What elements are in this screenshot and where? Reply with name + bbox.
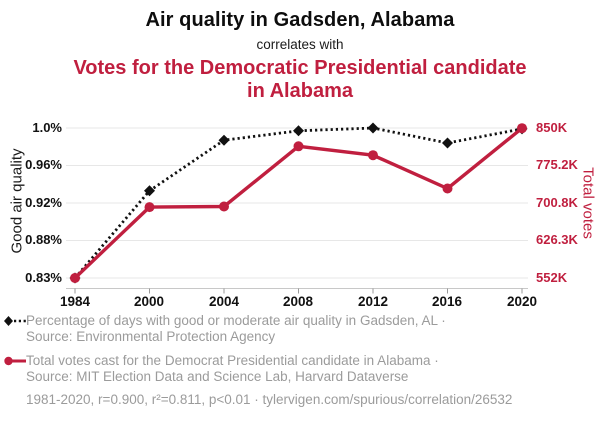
left-ytick-label: 0.96%: [25, 157, 62, 172]
legend-item-votes: Total votes cast for the Democrat Presid…: [2, 353, 582, 384]
legend-item-air-quality: Percentage of days with good or moderate…: [2, 313, 582, 344]
x-tick-label: 2008: [282, 294, 314, 309]
data-point-circle: [517, 123, 527, 134]
black-diamond-dotted-line-icon: [4, 316, 26, 326]
x-tick-label: 2004: [208, 294, 240, 309]
left-ytick-label: 0.83%: [25, 270, 62, 285]
legend: Percentage of days with good or moderate…: [2, 313, 582, 393]
legend-line-1: Percentage of days with good or moderate…: [26, 313, 446, 328]
correlated-variable-title: Votes for the Democratic Presidential ca…: [73, 57, 527, 102]
data-point-circle: [293, 141, 304, 152]
right-ytick-label: 775.2K: [536, 157, 578, 172]
data-point-circle: [144, 202, 155, 213]
page-title: Air quality in Gadsden, Alabama: [145, 9, 455, 31]
x-tick-label: 2016: [431, 294, 463, 309]
x-tick-label: 2012: [357, 294, 389, 309]
data-point-diamond: [144, 185, 155, 197]
x-tick-label: 2000: [133, 294, 165, 309]
right-ytick-label: 552K: [536, 270, 568, 285]
data-point-diamond: [442, 137, 453, 149]
right-axis-title: Total votes: [579, 167, 597, 239]
right-ytick-label: 850K: [536, 120, 568, 135]
left-ytick-label: 0.88%: [25, 232, 62, 247]
stats-and-source-url: 1981-2020, r=0.900, r²=0.811, p<0.01 · t…: [26, 392, 513, 407]
legend-text: Percentage of days with good or moderate…: [26, 313, 446, 344]
data-point-circle: [442, 183, 453, 194]
votes-series-line: [70, 123, 527, 283]
data-point-circle: [219, 201, 229, 212]
data-point-circle: [70, 273, 80, 283]
chart-figure: Air quality in Gadsden, Alabama correlat…: [0, 8, 600, 422]
data-point-diamond: [367, 122, 379, 134]
right-ytick-label: 626.3K: [536, 232, 578, 247]
chart-area: 1.0% 0.96% 0.92% 0.88% 0.83% 850K 775.2K…: [0, 111, 600, 311]
legend-line-1: Total votes cast for the Democrat Presid…: [26, 353, 439, 368]
x-tick-label: 1984: [59, 294, 91, 309]
left-ytick-label: 0.92%: [25, 195, 62, 210]
legend-source-line: Source: Environmental Protection Agency: [26, 328, 276, 344]
x-tick-label: 2020: [506, 294, 538, 309]
chart-header: Air quality in Gadsden, Alabama correlat…: [0, 8, 600, 103]
data-point-diamond: [293, 125, 304, 137]
correlates-with-text: correlates with: [256, 37, 344, 52]
legend-source-line: Source: MIT Election Data and Science La…: [26, 368, 409, 384]
left-ytick-label: 1.0%: [32, 120, 62, 135]
gridlines: [66, 127, 528, 279]
legend-text: Total votes cast for the Democrat Presid…: [26, 353, 439, 384]
data-point-circle: [368, 150, 378, 161]
data-point-diamond: [218, 134, 230, 146]
plot-svg: [66, 122, 528, 294]
x-axis-tick-marks: [74, 288, 523, 294]
red-circle-solid-line-icon: [4, 356, 26, 366]
left-axis-title: Good air quality: [8, 148, 26, 254]
right-ytick-label: 700.8K: [536, 195, 578, 210]
